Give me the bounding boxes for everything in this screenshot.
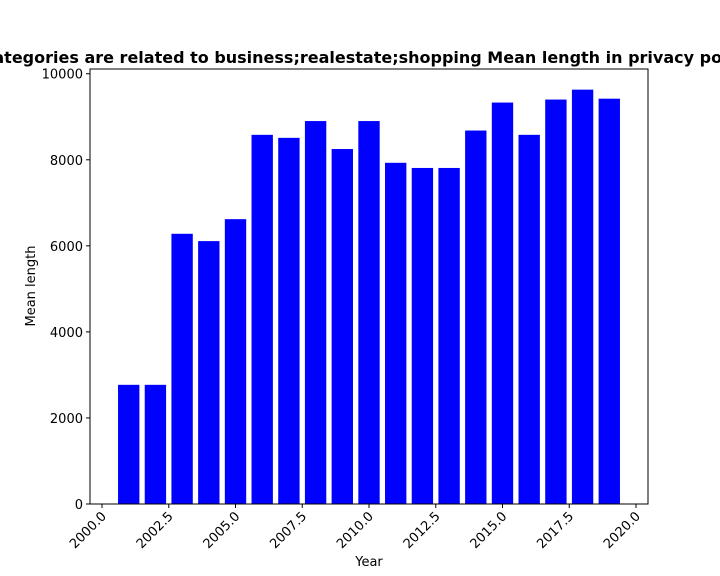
- bar-2012: [411, 167, 434, 504]
- bar-2017: [545, 99, 567, 505]
- bar-2014: [465, 130, 487, 504]
- y-tick-label: 8000: [50, 154, 83, 169]
- x-tick-label: 2017.5: [534, 509, 577, 552]
- bar-2016: [518, 134, 540, 504]
- bar-2011: [385, 162, 407, 505]
- bar-2010: [358, 121, 380, 504]
- bar-2004: [198, 241, 220, 505]
- x-axis-label: Year: [354, 555, 383, 570]
- bar-2019: [598, 98, 620, 504]
- bar-2002: [144, 384, 167, 504]
- y-tick-label: 6000: [50, 240, 83, 255]
- y-tick-label: 4000: [50, 326, 83, 341]
- bar-2003: [171, 233, 193, 505]
- bar-2013: [438, 167, 460, 504]
- bar-2009: [331, 149, 353, 504]
- y-axis-ticks: 0 2000 4000 6000 8000 10000: [42, 68, 90, 513]
- bar-2005: [224, 219, 247, 504]
- bar-2008: [304, 121, 327, 504]
- x-tick-label: 2010.0: [334, 509, 377, 552]
- x-tick-label: 2000.0: [67, 509, 110, 552]
- chart-title: Categories are related to business;reale…: [0, 48, 720, 67]
- bar-2007: [278, 137, 300, 504]
- y-axis-label: Mean length: [24, 246, 39, 327]
- bar-2006: [251, 134, 273, 504]
- x-tick-label: 2015.0: [468, 509, 511, 552]
- bar-2001: [118, 384, 140, 504]
- x-tick-label: 2005.0: [201, 509, 244, 552]
- bar-2018: [571, 89, 594, 505]
- y-tick-label: 10000: [42, 68, 83, 83]
- x-tick-label: 2012.5: [401, 509, 444, 552]
- x-tick-label: 2002.5: [134, 509, 177, 552]
- bar-2015: [491, 102, 514, 504]
- y-tick-label: 2000: [50, 412, 83, 427]
- x-axis-ticks: 2000.0 2002.5 2005.0 2007.5 2010.0 2012.5 2015…: [67, 504, 644, 552]
- x-tick-label: 2007.5: [267, 509, 310, 552]
- bars-group: [118, 89, 620, 505]
- y-tick-label: 0: [75, 498, 83, 513]
- x-tick-label: 2020.0: [601, 509, 644, 552]
